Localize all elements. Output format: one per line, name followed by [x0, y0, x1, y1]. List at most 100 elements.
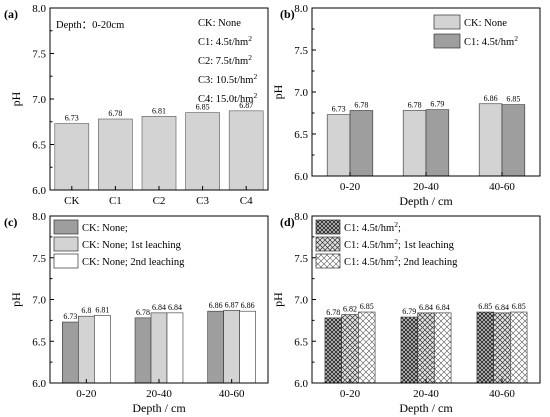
bar	[185, 112, 220, 191]
y-tick-label: 7.5	[32, 49, 46, 61]
y-tick-label: 6.5	[32, 140, 46, 152]
legend-label: C1: 4.5t/hm2	[464, 34, 518, 48]
legend-swatch	[315, 236, 341, 252]
y-axis-label: pH	[9, 91, 23, 106]
bar	[228, 110, 264, 191]
x-tick-label: 20-40	[413, 388, 439, 400]
data-label: 6.78	[136, 308, 150, 317]
legend-label: C2: 7.5t/hm2	[198, 53, 252, 67]
x-tick-label: CK	[64, 195, 79, 207]
data-label: 6.85	[478, 302, 492, 311]
data-label: 6.79	[402, 307, 416, 316]
panel-label: (b)	[280, 7, 295, 21]
legend-label: C3: 10.5t/hm2	[198, 72, 257, 86]
legend-label: CK: None; 1st leaching	[82, 240, 182, 251]
bar	[54, 123, 90, 191]
legend-swatch	[433, 14, 461, 30]
y-axis-label: pH	[271, 84, 285, 99]
bar	[341, 314, 359, 384]
y-tick-label: 7.0	[294, 87, 308, 99]
y-tick-label: 6.5	[294, 336, 308, 348]
bar	[207, 310, 224, 384]
panel-b: 6.0 6.5 7.0 7.5 8.0 pH (b) 6.73 6.78 0-20 6.78 6.79…	[271, 3, 541, 208]
data-label: 6.85	[512, 302, 526, 311]
bar	[476, 311, 494, 384]
depth-annotation: Depth：0-20cm	[56, 20, 124, 31]
data-label: 6.85	[196, 103, 210, 112]
data-label: 6.85	[506, 95, 520, 104]
legend-swatch	[315, 219, 341, 235]
data-label: 6.73	[65, 114, 79, 123]
legend-swatch	[53, 236, 79, 252]
legend-label: CK: None	[198, 18, 241, 29]
legend-swatch	[315, 253, 341, 269]
data-label: 6.78	[408, 100, 422, 109]
data-label: 6.86	[209, 301, 223, 310]
bar	[62, 321, 79, 384]
legend-swatch	[433, 33, 461, 49]
x-axis-label: Depth / cm	[132, 401, 186, 415]
y-tick-label: 6.0	[294, 171, 308, 183]
panel-label: (d)	[280, 215, 295, 229]
x-tick-label: 0-20	[340, 181, 361, 193]
y-tick-label: 6.0	[294, 378, 308, 390]
y-tick-label: 8.0	[32, 211, 46, 223]
y-tick-label: 6.0	[32, 185, 46, 197]
y-tick-label: 7.5	[294, 253, 308, 265]
y-tick-label: 8.0	[32, 3, 46, 15]
legend-label: C1: 4.5t/hm2	[198, 34, 252, 48]
data-label: 6.73	[332, 105, 346, 114]
data-label: 6.86	[241, 301, 255, 310]
x-tick-label: 0-20	[340, 388, 361, 400]
legend-label: C1: 4.5t/hm2; 1st leaching	[344, 237, 455, 251]
data-label: 6.78	[354, 100, 368, 109]
data-label: 6.86	[484, 94, 498, 103]
data-label: 6.84	[436, 303, 450, 312]
data-label: 6.78	[326, 308, 340, 317]
data-label: 6.84	[152, 303, 166, 312]
data-label: 6.81	[95, 305, 109, 314]
bar	[324, 317, 342, 384]
x-tick-label: 40-60	[489, 388, 515, 400]
y-tick-label: 8.0	[294, 3, 308, 15]
bar	[400, 316, 418, 384]
bar	[510, 311, 528, 384]
x-tick-label: 20-40	[146, 388, 172, 400]
x-tick-label: 0-20	[76, 388, 97, 400]
x-tick-label: 40-60	[489, 181, 515, 193]
bar	[141, 115, 177, 191]
y-tick-label: 7.0	[294, 295, 308, 307]
panel-label: (c)	[4, 215, 17, 229]
panel-d: 6.06.57.07.58.0pH(d)6.78 6.82 6.850-206.79…	[271, 211, 541, 415]
panel-c: 6.06.57.07.58.0pH(c)6.736.8 6.810-206.786…	[4, 211, 269, 415]
y-tick-label: 7.0	[32, 295, 46, 307]
bar	[493, 312, 511, 384]
bar	[94, 315, 111, 384]
y-tick-label: 7.0	[32, 94, 46, 106]
data-label: 6.87	[239, 101, 253, 110]
data-label: 6.78	[108, 109, 122, 118]
x-tick-label: C2	[153, 195, 166, 207]
legend-label: CK: None;	[82, 223, 128, 234]
y-tick-label: 7.5	[294, 45, 308, 57]
x-axis-label: Depth / cm	[399, 194, 453, 208]
x-tick-label: 40-60	[219, 388, 245, 400]
data-label: 6.87	[225, 300, 239, 309]
legend-label: C1: 4.5t/hm2; 2nd leaching	[344, 254, 458, 268]
legend-label: C4: 15.0t/hm2	[198, 91, 257, 105]
plot-frame	[311, 7, 541, 177]
data-label: 6.84	[419, 303, 433, 312]
legend-label: CK: None	[464, 18, 507, 29]
legend-swatch	[53, 219, 79, 235]
y-axis-label: pH	[271, 292, 285, 307]
bar	[417, 312, 435, 384]
bar	[223, 310, 240, 384]
bar	[166, 312, 184, 384]
bar	[402, 110, 427, 177]
y-tick-label: 6.0	[32, 378, 46, 390]
x-tick-label: 20-40	[413, 181, 439, 193]
bar	[501, 104, 526, 177]
bar	[239, 310, 256, 384]
legend-swatch	[53, 253, 79, 269]
